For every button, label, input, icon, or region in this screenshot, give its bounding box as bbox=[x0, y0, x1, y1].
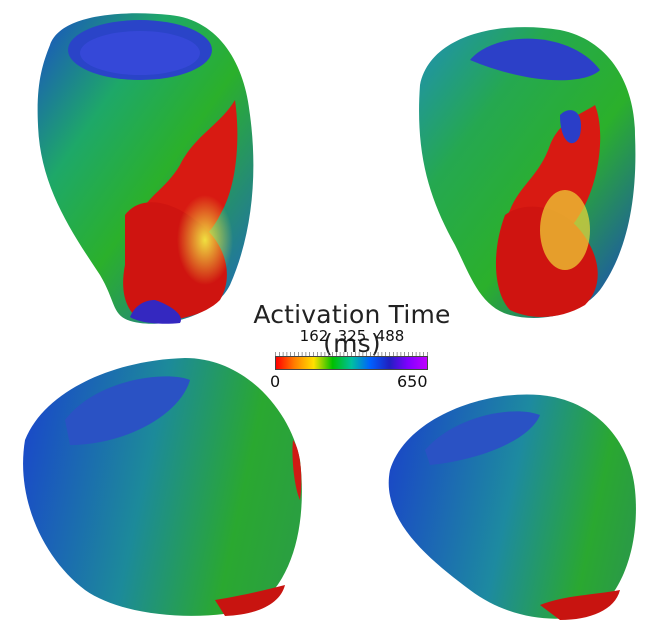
heart-mesh-bottom-right bbox=[388, 394, 636, 620]
legend-min-label: 0 bbox=[270, 372, 281, 391]
heart-view-bottom-left bbox=[15, 350, 305, 620]
tick-label-325: 325 bbox=[337, 327, 367, 345]
heart-view-top-left bbox=[30, 5, 270, 325]
tick-label-488: 488 bbox=[375, 327, 405, 345]
tick-label-162: 162 bbox=[299, 327, 329, 345]
heart-view-top-right bbox=[410, 15, 645, 325]
legend-max-label: 650 bbox=[397, 372, 428, 391]
heart-view-bottom-right bbox=[380, 380, 645, 620]
heart-mesh-bottom-left bbox=[23, 358, 302, 616]
heart-mesh-top-left bbox=[37, 13, 254, 324]
heart-mesh-top-right bbox=[419, 27, 636, 318]
colorbar bbox=[275, 356, 428, 370]
